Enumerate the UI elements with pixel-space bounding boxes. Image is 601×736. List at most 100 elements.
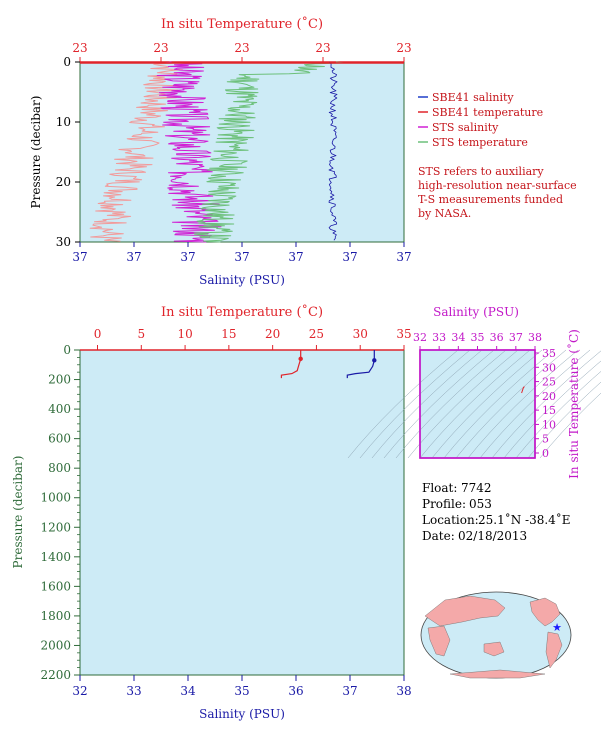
top-pressure-tick-label: 20 bbox=[56, 175, 71, 189]
ts-density-contour bbox=[515, 370, 601, 459]
top-salinity-axis-title: Salinity (PSU) bbox=[199, 273, 285, 287]
ts-salinity-tick-label: 32 bbox=[413, 331, 427, 344]
ts-density-contour bbox=[467, 349, 579, 459]
ts-temp-tick-label: 25 bbox=[542, 376, 556, 389]
bottom-salinity-tick-label: 32 bbox=[72, 684, 87, 698]
ts-density-contour bbox=[359, 349, 471, 459]
bottom-pressure-tick-label: 1000 bbox=[40, 491, 71, 505]
temperature-marker bbox=[298, 356, 303, 362]
ts-density-contour bbox=[383, 349, 495, 459]
bottom-temp-tick-label: 10 bbox=[177, 327, 192, 341]
top-salinity-tick-label: 37 bbox=[180, 250, 195, 264]
ts-temp-tick-label: 5 bbox=[542, 433, 549, 446]
bottom-salinity-tick-label: 35 bbox=[234, 684, 249, 698]
top-temp-tick-label: 23 bbox=[396, 41, 411, 55]
sts-note: STS refers to auxiliary high-resolution … bbox=[418, 165, 577, 220]
bottom-temp-tick-label: 5 bbox=[137, 327, 145, 341]
profile-label: Profile: bbox=[422, 497, 466, 511]
date-value: 02/18/2013 bbox=[458, 529, 527, 543]
sbe41-salinity-line bbox=[328, 61, 338, 241]
top-salinity-tick-label: 37 bbox=[342, 250, 357, 264]
ts-salinity-tick-label: 37 bbox=[509, 331, 523, 344]
bottom-salinity-ticks: 32 33 34 35 36 37 38 bbox=[72, 675, 412, 698]
sts-note-line-3: T-S measurements funded bbox=[418, 193, 563, 206]
top-salinity-tick-label: 37 bbox=[72, 250, 87, 264]
float-location-marker: ★ bbox=[552, 622, 562, 634]
sts-temperature-line bbox=[193, 61, 344, 243]
legend-label: SBE41 salinity bbox=[432, 91, 514, 104]
top-temp-tick-label: 23 bbox=[315, 41, 330, 55]
world-map: ★ bbox=[420, 591, 572, 679]
top-salinity-ticks: 37 37 37 37 37 37 37 bbox=[72, 242, 412, 264]
top-temp-tick-label: 23 bbox=[153, 41, 168, 55]
top-temp-ticks: 23 23 23 23 23 bbox=[72, 41, 412, 62]
ts-salinity-tick-label: 38 bbox=[528, 331, 542, 344]
ts-temp-tick-label: 0 bbox=[542, 447, 549, 460]
ts-density-contour bbox=[527, 381, 601, 459]
ts-density-contour bbox=[431, 349, 543, 459]
bottom-pressure-tick-label: 800 bbox=[48, 461, 71, 475]
bottom-salinity-axis-title: Salinity (PSU) bbox=[199, 707, 285, 721]
top-temp-tick-label: 23 bbox=[234, 41, 249, 55]
float-label: Float: bbox=[422, 481, 457, 495]
sts-note-line-2: high-resolution near-surface bbox=[418, 179, 577, 192]
bottom-pressure-tick-label: 400 bbox=[48, 402, 71, 416]
bottom-temp-tick-label: 20 bbox=[265, 327, 280, 341]
map-land-australia bbox=[483, 641, 505, 657]
top-pressure-axis-title: Pressure (decibar) bbox=[29, 96, 43, 209]
ts-temp-tick-label: 20 bbox=[542, 390, 556, 403]
top-salinity-tick-label: 37 bbox=[126, 250, 141, 264]
ts-density-contour bbox=[443, 349, 555, 459]
top-salinity-tick-label: 37 bbox=[234, 250, 249, 264]
bottom-pressure-tick-label: 0 bbox=[63, 343, 71, 357]
map-land-south-america bbox=[545, 631, 563, 669]
bottom-salinity-tick-label: 36 bbox=[288, 684, 303, 698]
ts-plot-area bbox=[419, 349, 536, 459]
ts-density-contours bbox=[347, 349, 601, 459]
location-label: Location: bbox=[422, 513, 479, 527]
legend-label: STS salinity bbox=[432, 121, 499, 134]
bottom-pressure-ticks: 0 200 400 600 800 1000 1200 1400 1600 1800 2000 220… bbox=[40, 343, 80, 682]
ts-temp-tick-label: 35 bbox=[542, 347, 556, 360]
map-land-north-america bbox=[529, 597, 561, 627]
bottom-pressure-tick-label: 2000 bbox=[40, 638, 71, 652]
bottom-pressure-axis-title: Pressure (decibar) bbox=[11, 456, 25, 569]
bottom-pressure-tick-label: 1800 bbox=[40, 609, 71, 623]
ts-salinity-tick-label: 33 bbox=[432, 331, 446, 344]
ts-series bbox=[521, 386, 525, 394]
top-salinity-tick-label: 37 bbox=[396, 250, 411, 264]
ts-density-contour bbox=[479, 349, 591, 459]
ts-salinity-ticks: 32 33 34 35 36 37 38 bbox=[413, 331, 542, 350]
bottom-plot-area bbox=[79, 349, 405, 676]
top-pressure-tick-label: 30 bbox=[56, 235, 71, 249]
map-land-eurasia bbox=[424, 595, 506, 627]
ts-temp-tick-label: 10 bbox=[542, 418, 556, 431]
sts-note-line-1: STS refers to auxiliary bbox=[418, 165, 544, 178]
bottom-temp-tick-label: 25 bbox=[309, 327, 324, 341]
float-info: Float: 7742 Profile: 053 Location: 25.1˚… bbox=[422, 481, 571, 543]
ts-density-contour bbox=[503, 360, 601, 459]
legend-label: STS temperature bbox=[432, 136, 528, 149]
bottom-temp-tick-label: 30 bbox=[353, 327, 368, 341]
map-landmasses bbox=[424, 595, 563, 679]
map-land-antarctica bbox=[449, 669, 546, 679]
legend-label: SBE41 temperature bbox=[432, 106, 543, 119]
ts-salinity-tick-label: 34 bbox=[451, 331, 465, 344]
ts-profile-line bbox=[521, 386, 525, 394]
sts-note-line-4: by NASA. bbox=[418, 207, 471, 220]
bottom-panel: In situ Temperature (˚C) 0 5 10 15 20 25 30 35 … bbox=[11, 304, 412, 721]
top-salinity-tick-label: 37 bbox=[288, 250, 303, 264]
ts-density-contour bbox=[407, 349, 519, 459]
bottom-series bbox=[280, 350, 377, 379]
bottom-salinity-tick-label: 37 bbox=[342, 684, 357, 698]
bottom-salinity-tick-label: 38 bbox=[396, 684, 411, 698]
ts-density-contour bbox=[347, 349, 459, 459]
bottom-salinity-tick-label: 34 bbox=[180, 684, 196, 698]
ts-density-contour bbox=[491, 350, 601, 459]
top-series bbox=[80, 61, 404, 243]
bottom-temp-ticks: 0 5 10 15 20 25 30 35 bbox=[94, 327, 412, 350]
bottom-pressure-tick-label: 600 bbox=[48, 432, 71, 446]
date-label: Date: bbox=[422, 529, 455, 543]
